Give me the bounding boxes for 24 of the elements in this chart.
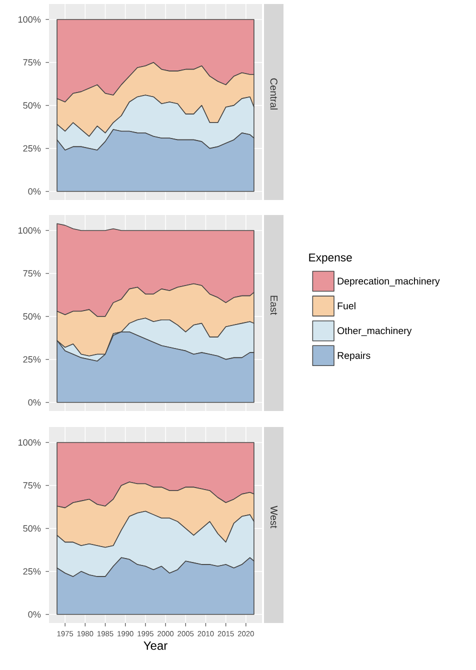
y-tick-label: 0% bbox=[28, 188, 41, 195]
y-tick-label: 0% bbox=[28, 611, 41, 618]
legend-label: Repairs bbox=[338, 352, 370, 361]
y2-axis-title: East bbox=[270, 296, 278, 315]
y-tick-label: 50% bbox=[23, 525, 41, 532]
y-tick-label: 50% bbox=[23, 313, 41, 320]
y-tick-label: 100% bbox=[18, 439, 41, 446]
y-tick-label: 75% bbox=[23, 270, 41, 277]
y-tick-label: 25% bbox=[23, 356, 41, 363]
y-tick-label: 0% bbox=[28, 399, 41, 406]
y-tick-label: 25% bbox=[23, 568, 41, 575]
y-tick-label: 50% bbox=[23, 102, 41, 109]
y-tick-label: 100% bbox=[18, 16, 41, 23]
legend-label: Fuel bbox=[338, 302, 356, 310]
y2-axis-title: Central bbox=[270, 78, 278, 110]
y-tick-label: 100% bbox=[18, 227, 41, 234]
legend-label: Deprecation_machinery bbox=[338, 277, 440, 286]
y2-axis-title: West bbox=[270, 506, 278, 528]
y-tick-label: 25% bbox=[23, 145, 41, 152]
y-tick-label: 75% bbox=[23, 59, 41, 66]
y-tick-label: 75% bbox=[23, 482, 41, 489]
x-axis-title: Year bbox=[144, 641, 168, 650]
legend-label: Other_machinery bbox=[338, 327, 412, 336]
legend-title: Expense bbox=[309, 254, 352, 264]
